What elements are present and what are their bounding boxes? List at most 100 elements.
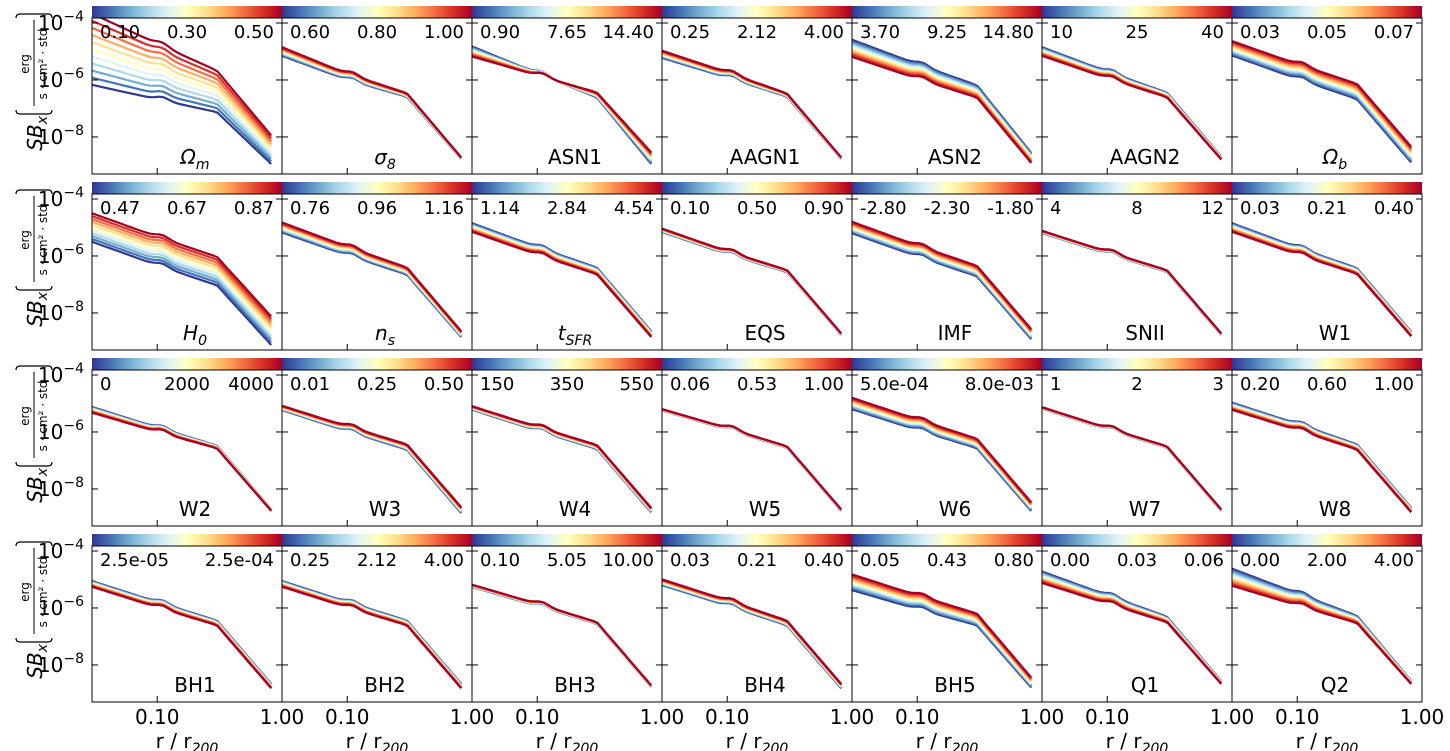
colorbar (282, 182, 472, 194)
profile-line (1042, 407, 1223, 512)
profile-line (662, 228, 843, 335)
parameter-label: BH2 (364, 673, 405, 697)
panel-ns: 0.76 0.96 1.16 ns (281, 182, 473, 351)
profile-line (472, 225, 653, 335)
profile-line (1232, 407, 1413, 513)
profile-lines (662, 49, 843, 160)
profile-line (662, 51, 843, 159)
profile-line (662, 578, 843, 685)
colorbar-tick-label: 40 (1201, 22, 1224, 43)
y-tick-label: 10−8 (38, 475, 84, 501)
parameter-label: W6 (939, 497, 972, 521)
profile-line (662, 49, 843, 159)
colorbar-tick-label: -1.80 (987, 198, 1034, 219)
profile-line (92, 585, 273, 690)
colorbar-tick-label: 8.0e-03 (965, 374, 1034, 395)
profile-line (472, 228, 653, 337)
profile-line (1042, 49, 1223, 159)
profile-line (472, 407, 653, 512)
colorbar-tick-label: 0.20 (1240, 374, 1280, 395)
profile-line (282, 581, 463, 686)
colorbar-tick-label: 2.84 (547, 198, 587, 219)
colorbar-tick-label: 0.00 (1240, 550, 1280, 571)
profile-line (1232, 581, 1413, 685)
parameter-label: W1 (1319, 321, 1352, 345)
profile-line (472, 584, 653, 687)
svg-text:SBx: SBx (23, 467, 51, 502)
x-axis-title: r / r200 (916, 729, 979, 751)
profile-line (662, 53, 843, 160)
profile-line (472, 52, 653, 157)
profile-line (662, 578, 843, 686)
colorbar-tick-label: 0.25 (357, 374, 397, 395)
colorbar-tick-label: 0.10 (100, 22, 140, 43)
profile-line (282, 580, 463, 686)
profile-line (472, 405, 653, 510)
profile-line (472, 585, 653, 688)
profile-line (92, 229, 273, 335)
panel-grid: 0.10 0.30 0.50 Ωm 10−4 10−6 10−8 0.60 0.80 1.00 σ8… (38, 6, 1444, 729)
x-tick-label: 1.00 (830, 705, 875, 729)
profile-line (1042, 406, 1223, 511)
profile-line (92, 223, 273, 329)
profile-line (662, 51, 843, 159)
parameter-label: AAGN1 (730, 145, 801, 169)
profile-line (852, 227, 1033, 336)
profile-lines (1232, 401, 1413, 514)
profile-line (282, 582, 463, 687)
profile-line (662, 409, 843, 512)
profile-line (852, 408, 1033, 512)
profile-line (662, 582, 843, 689)
profile-line (472, 54, 653, 155)
profile-line (92, 406, 273, 511)
colorbar (282, 534, 472, 546)
svg-text:s · cm² · std: s · cm² · std (36, 205, 50, 276)
colorbar-tick-label: 0.40 (1374, 198, 1414, 219)
profile-line (1232, 51, 1413, 161)
profile-line (852, 403, 1033, 509)
profile-line (662, 54, 843, 160)
profile-line (472, 405, 653, 510)
colorbar-tick-label: 0.06 (1184, 550, 1224, 571)
y-tick-label: 10−8 (38, 299, 84, 325)
colorbar-tick-label: 0.90 (804, 198, 844, 219)
profile-line (1042, 231, 1223, 336)
parameter-label: Ωm (180, 145, 210, 173)
profile-line (662, 229, 843, 335)
profile-lines (92, 405, 273, 512)
profile-line (662, 580, 843, 687)
profile-line (472, 55, 653, 154)
panel-ASN1: 0.90 7.65 14.40 ASN1 (471, 6, 663, 175)
colorbar-tick-label: 350 (550, 374, 584, 395)
profile-line (1232, 405, 1413, 512)
colorbar (92, 534, 282, 546)
profile-line (852, 50, 1033, 161)
parameter-label: IMF (938, 321, 973, 345)
profile-line (1042, 580, 1223, 685)
profile-line (92, 62, 272, 157)
profile-line (1232, 403, 1413, 510)
colorbar-tick-label: 2000 (164, 374, 210, 395)
svg-text:erg: erg (18, 582, 32, 602)
profile-line (92, 48, 273, 151)
parameter-label: W2 (179, 497, 212, 521)
colorbar-tick-label: 0.10 (670, 198, 710, 219)
profile-lines (1042, 406, 1223, 512)
profile-lines (852, 573, 1033, 689)
profile-line (1232, 579, 1413, 684)
y-tick-label: 10−6 (38, 418, 84, 444)
y-axis-title: SBx erg s · cm² · std (15, 189, 53, 327)
colorbar-tick-label: 1.00 (424, 22, 464, 43)
profile-line (1232, 228, 1413, 336)
profile-line (662, 230, 843, 336)
profile-line (662, 408, 843, 511)
profile-line (92, 581, 273, 686)
profile-lines (472, 583, 653, 688)
profile-line (662, 408, 843, 512)
svg-text:s · cm² · std: s · cm² · std (36, 557, 50, 628)
profile-line (282, 583, 463, 688)
colorbar (282, 358, 472, 370)
profile-line (1232, 583, 1413, 685)
colorbar-tick-label: 0.47 (100, 198, 140, 219)
colorbar-tick-label: 0.05 (860, 550, 900, 571)
